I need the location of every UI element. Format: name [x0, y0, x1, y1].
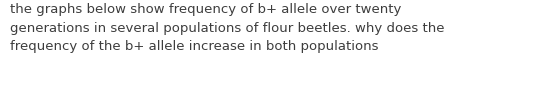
- Text: the graphs below show frequency of b+ allele over twenty
generations in several : the graphs below show frequency of b+ al…: [10, 3, 445, 53]
